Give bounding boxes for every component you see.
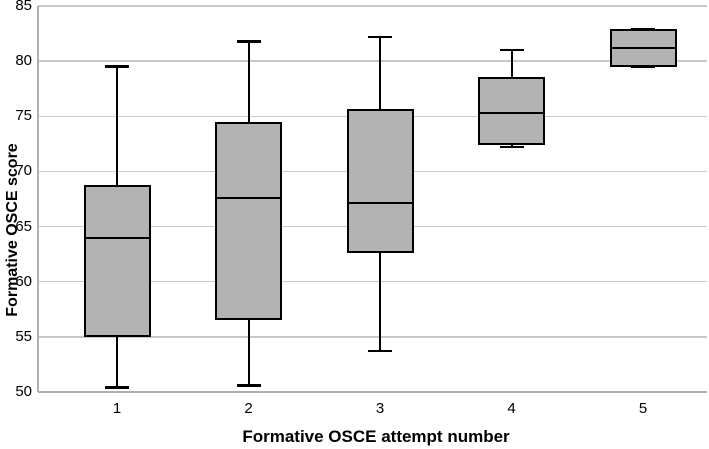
plot-area (37, 5, 707, 393)
y-tick-label-85: 85 (15, 0, 32, 14)
x-tick-label-1: 1 (112, 400, 122, 417)
boxplot-group-4 (478, 6, 545, 392)
y-tick-label-55: 55 (15, 327, 32, 345)
boxplot-group-3 (346, 6, 414, 392)
box-iqr (215, 121, 282, 321)
median-line (479, 111, 544, 114)
y-tick-label-60: 60 (15, 272, 32, 290)
y-tick-label-70: 70 (15, 162, 32, 180)
y-tick-label-50: 50 (15, 383, 32, 400)
median-line (610, 46, 676, 49)
boxplot-group-1 (83, 6, 151, 392)
x-tick-label-4: 4 (507, 400, 516, 417)
median-line (84, 236, 150, 239)
x-tick-label-2: 2 (244, 400, 253, 417)
median-line (216, 196, 281, 199)
box-iqr (83, 184, 151, 337)
box-iqr (346, 108, 414, 254)
x-axis-title: Formative OSCE attempt number (242, 427, 510, 446)
x-tick-label-3: 3 (375, 400, 385, 417)
gridline-85 (38, 5, 707, 7)
whisker-cap-bottom (236, 384, 261, 387)
whisker-cap-bottom (368, 349, 392, 353)
whisker-cap-top (236, 40, 261, 43)
median-line (347, 202, 413, 205)
y-tick-label-80: 80 (15, 52, 32, 70)
box-iqr (478, 76, 545, 145)
whisker-cap-bottom (631, 65, 655, 68)
whisker-cap-top (499, 48, 524, 52)
x-tick-label-5: 5 (638, 400, 648, 417)
y-tick-label-75: 75 (15, 107, 32, 125)
gridline-50 (38, 391, 707, 393)
gridline-60 (38, 280, 707, 283)
whisker-cap-bottom (499, 145, 524, 149)
boxplot-group-5 (609, 6, 677, 392)
gridline-55 (38, 336, 707, 338)
whisker-cap-top (368, 35, 392, 39)
whisker-cap-top (105, 65, 129, 68)
y-tick-label-65: 65 (15, 217, 32, 235)
boxplot-group-2 (215, 6, 282, 392)
gridline-80 (38, 60, 707, 62)
whisker-cap-bottom (105, 386, 129, 389)
y-axis-line (37, 6, 39, 392)
